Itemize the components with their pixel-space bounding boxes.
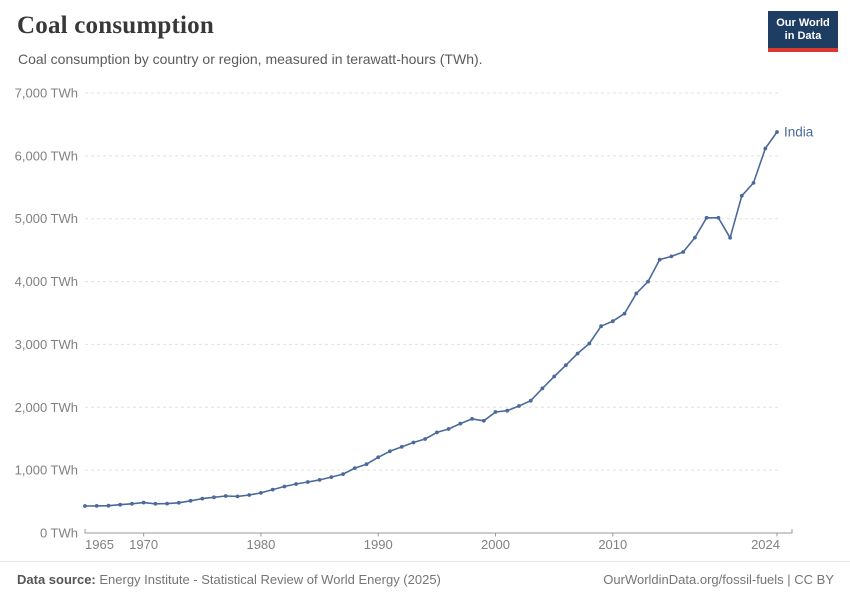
data-source-text: Energy Institute - Statistical Review of… [95,572,441,587]
data-point[interactable] [435,430,439,435]
data-point[interactable] [540,386,545,391]
x-axis-label: 2024 [751,537,780,552]
data-point[interactable] [446,427,451,431]
x-axis-label: 2010 [598,537,627,552]
data-point[interactable] [423,437,427,441]
data-point[interactable] [388,449,392,454]
owid-logo[interactable]: Our World in Data [768,11,838,52]
license-note[interactable]: OurWorldinData.org/fossil-fuels | CC BY [603,572,834,587]
data-point[interactable] [716,215,721,220]
data-point[interactable] [575,351,580,356]
data-point[interactable] [153,501,158,506]
data-point[interactable] [704,215,709,220]
data-point[interactable] [130,501,134,506]
data-point[interactable] [622,311,627,316]
data-point[interactable] [141,500,146,505]
data-point[interactable] [739,193,744,198]
data-point[interactable] [458,421,463,426]
y-axis-label: 3,000 TWh [15,337,78,352]
data-point[interactable] [259,491,263,495]
data-point[interactable] [212,495,216,500]
owid-logo-line2: in Data [784,30,822,42]
data-point[interactable] [470,417,474,421]
y-axis-label: 2,000 TWh [15,400,78,415]
data-point[interactable] [775,130,779,134]
data-point[interactable] [223,494,228,498]
data-point[interactable] [282,484,287,489]
chart-footer: Data source: Energy Institute - Statisti… [0,561,850,587]
x-axis-label: 2000 [481,537,510,552]
data-source-label: Data source: [17,572,96,587]
data-point[interactable] [552,374,557,379]
y-axis-label: 5,000 TWh [15,211,78,226]
data-point[interactable] [587,341,592,346]
data-point[interactable] [176,500,181,505]
data-point[interactable] [728,235,732,240]
data-point[interactable] [200,496,205,501]
data-point[interactable] [188,498,193,503]
series-end-label[interactable]: India [784,124,814,139]
data-point[interactable] [235,494,240,499]
data-point[interactable] [270,487,275,492]
x-axis-label: 1970 [129,537,158,552]
y-axis-label: 7,000 TWh [15,86,78,101]
chart-subtitle: Coal consumption by country or region, m… [18,51,483,67]
data-point[interactable] [364,462,369,467]
data-point[interactable] [305,480,310,484]
y-axis-label: 0 TWh [40,526,78,541]
data-point[interactable] [481,418,486,423]
data-point[interactable] [376,455,381,460]
data-point[interactable] [517,404,521,408]
data-point[interactable] [165,501,170,506]
data-point[interactable] [247,493,252,497]
data-point[interactable] [317,478,322,482]
y-axis-label: 6,000 TWh [15,148,78,163]
data-point[interactable] [751,181,756,185]
owid-logo-line1: Our World [776,17,830,29]
data-point[interactable] [693,235,697,240]
data-point[interactable] [83,504,87,508]
x-axis-line [84,529,793,534]
data-point[interactable] [294,482,298,486]
x-axis-label: 1990 [364,537,393,552]
data-point[interactable] [564,363,568,368]
x-axis-label: 1965 [85,537,114,552]
x-axis-label: 1980 [246,537,275,552]
data-point[interactable] [763,146,768,151]
data-point[interactable] [399,445,404,449]
data-point[interactable] [118,502,123,507]
series-line-india[interactable] [84,131,778,507]
data-point[interactable] [352,466,357,470]
data-point[interactable] [493,410,498,414]
data-point[interactable] [411,440,416,445]
data-point[interactable] [505,408,510,413]
data-point[interactable] [106,503,111,508]
data-point[interactable] [634,291,639,296]
y-axis-label: 1,000 TWh [15,463,78,478]
data-point[interactable] [657,257,662,262]
data-point[interactable] [341,472,345,476]
data-point[interactable] [610,319,615,324]
data-point[interactable] [94,504,99,508]
data-point[interactable] [599,324,603,329]
data-point[interactable] [528,398,533,403]
chart-title: Coal consumption [17,12,214,39]
data-point[interactable] [681,250,686,254]
y-axis-label: 4,000 TWh [15,274,78,289]
data-point[interactable] [329,475,334,479]
data-point[interactable] [646,279,650,284]
data-point[interactable] [669,254,674,259]
data-source: Data source: Energy Institute - Statisti… [17,572,441,587]
